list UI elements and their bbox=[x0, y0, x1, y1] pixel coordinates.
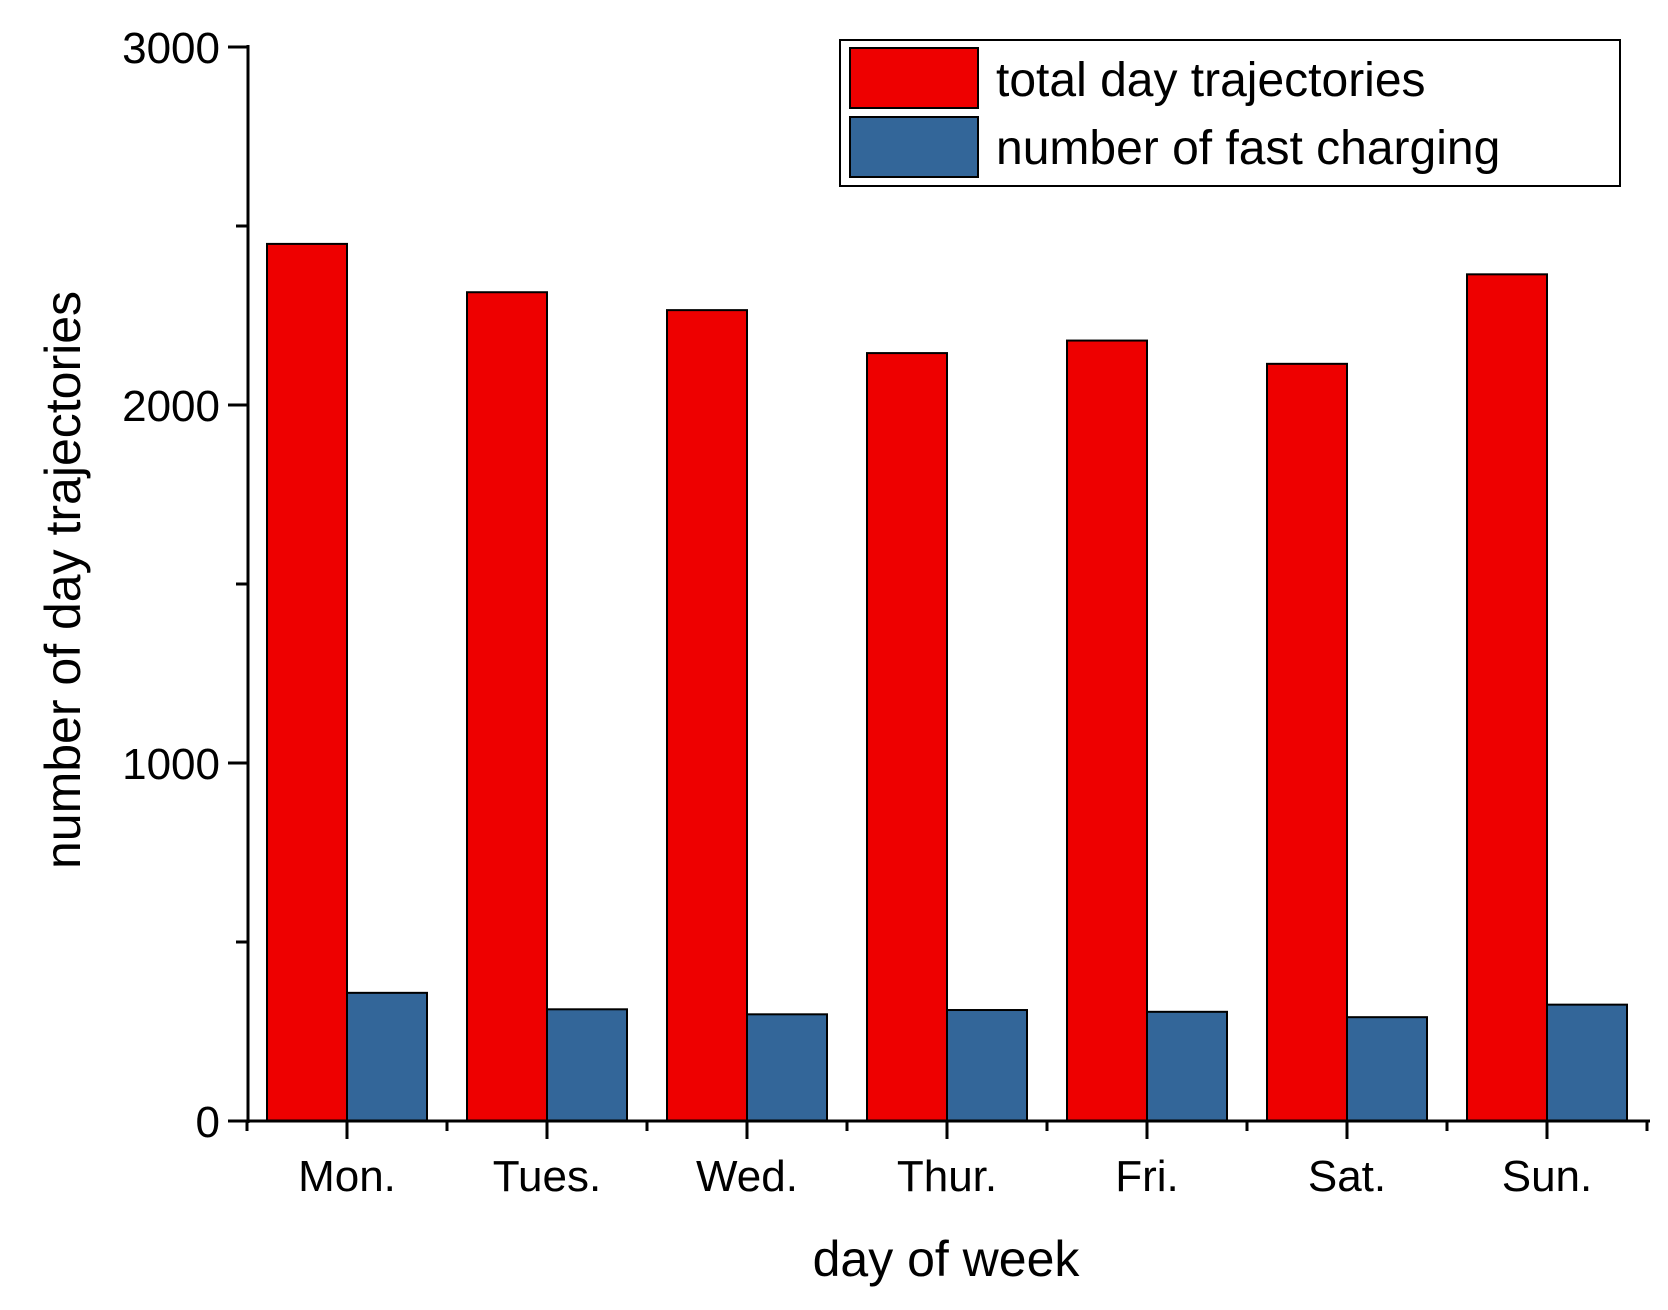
bar-fast-charging-sat bbox=[1346, 1016, 1428, 1122]
bar-fast-charging-wed bbox=[746, 1013, 828, 1122]
y-axis-title: number of day trajectories bbox=[35, 291, 91, 869]
bar-total-wed bbox=[666, 309, 748, 1122]
bar-fast-charging-tues bbox=[546, 1008, 628, 1123]
axes-layer bbox=[246, 45, 1650, 1123]
x-tick-label-sun: Sun. bbox=[1502, 1152, 1593, 1201]
x-tick-label-wed: Wed. bbox=[696, 1152, 798, 1201]
ticks-layer: 0 1000 2000 3000 Mon. Tues. Wed. Thur. Fri. Sat. S… bbox=[122, 24, 1649, 1201]
x-tick-label-mon: Mon. bbox=[298, 1152, 396, 1201]
bar-total-mon bbox=[266, 242, 348, 1122]
y-tick-label-3000: 3000 bbox=[122, 24, 220, 73]
bar-fast-charging-mon bbox=[346, 991, 428, 1122]
bar-total-sun bbox=[1466, 273, 1548, 1122]
x-tick-label-tues: Tues. bbox=[493, 1152, 601, 1201]
x-tick-label-sat: Sat. bbox=[1308, 1152, 1386, 1201]
y-tick-label-1000: 1000 bbox=[122, 740, 220, 789]
bar-total-thur bbox=[866, 352, 948, 1122]
legend-label-number-of-fast-charging: number of fast charging bbox=[996, 122, 1500, 175]
x-tick-label-thur: Thur. bbox=[897, 1152, 997, 1201]
bar-total-fri bbox=[1066, 339, 1148, 1122]
bar-fast-charging-fri bbox=[1146, 1010, 1228, 1122]
bar-total-sat bbox=[1266, 362, 1348, 1122]
x-axis-title: day of week bbox=[813, 1231, 1081, 1287]
y-tick-label-0: 0 bbox=[196, 1098, 220, 1147]
legend-swatch-total-day-trajectories bbox=[849, 47, 979, 109]
bar-total-tues bbox=[466, 291, 548, 1123]
legend-label-total-day-trajectories: total day trajectories bbox=[996, 54, 1426, 107]
bar-fast-charging-sun bbox=[1546, 1003, 1628, 1123]
bars-layer bbox=[266, 242, 1628, 1123]
x-tick-label-fri: Fri. bbox=[1115, 1152, 1179, 1201]
y-tick-label-2000: 2000 bbox=[122, 382, 220, 431]
bar-fast-charging-thur bbox=[946, 1009, 1028, 1123]
legend: total day trajectories number of fast ch… bbox=[839, 39, 1621, 187]
legend-swatch-number-of-fast-charging bbox=[849, 116, 979, 178]
